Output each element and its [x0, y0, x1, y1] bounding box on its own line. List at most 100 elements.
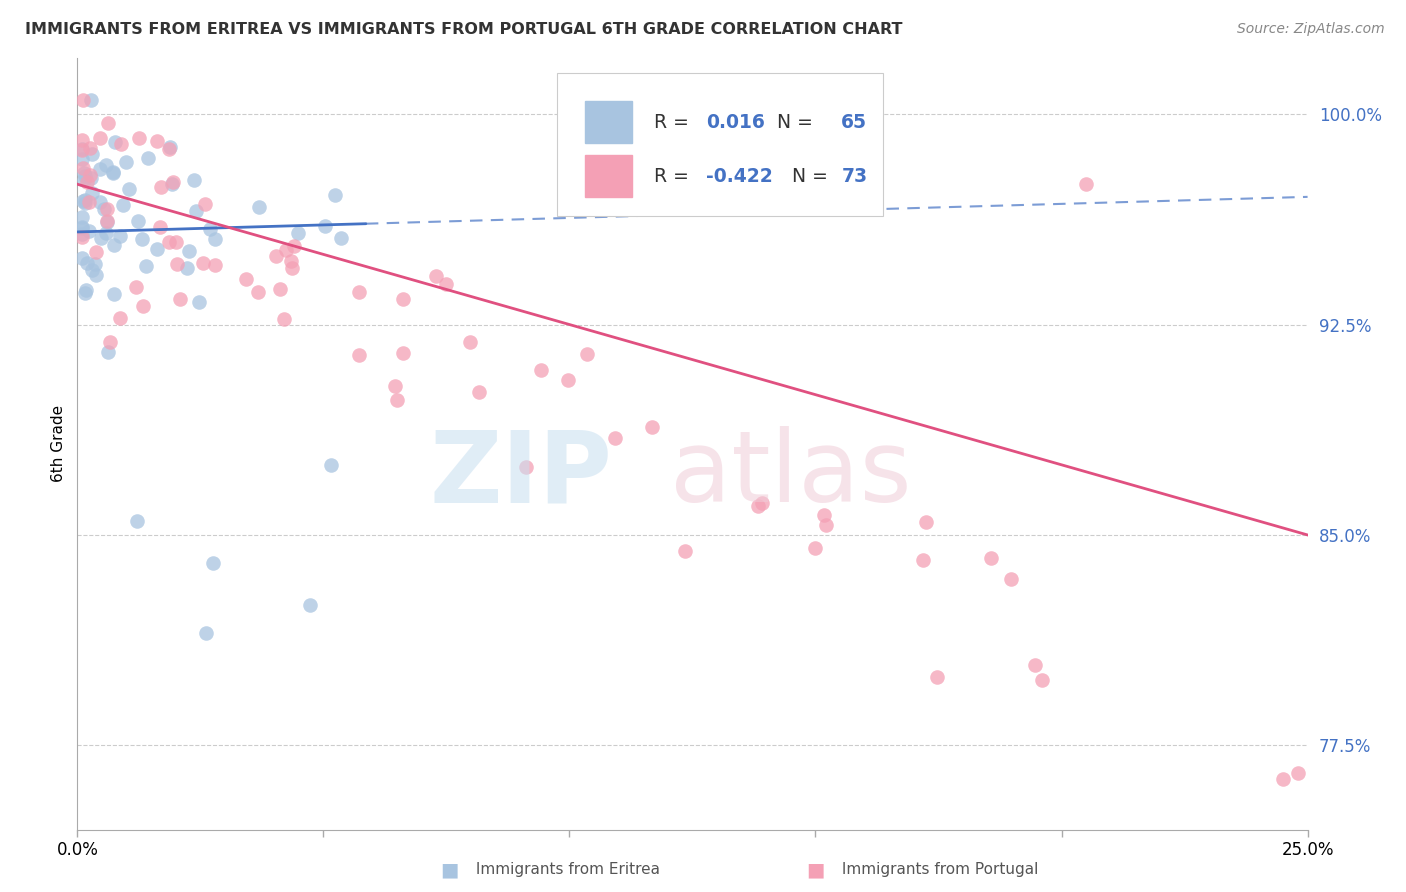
- Point: [169, 292, 191, 306]
- Text: ZIP: ZIP: [430, 426, 613, 523]
- Point: [73, 173, 96, 187]
- Point: [80, 263, 103, 277]
- Point: [70, 133, 93, 147]
- Point: [114, 155, 136, 169]
- Point: [914, 515, 936, 529]
- Point: [89, 161, 111, 176]
- Text: 0.016: 0.016: [706, 112, 765, 131]
- Point: [76, 175, 98, 189]
- Point: [70, 153, 93, 167]
- Point: [162, 175, 184, 189]
- Point: [187, 295, 209, 310]
- Point: [515, 460, 537, 475]
- Point: [70, 210, 93, 224]
- Point: [70, 219, 93, 234]
- Point: [815, 518, 838, 533]
- Point: [70, 227, 93, 241]
- Point: [194, 197, 217, 211]
- Point: [103, 136, 125, 150]
- Point: [72, 142, 94, 156]
- Point: [330, 231, 353, 245]
- Point: [96, 226, 118, 240]
- Point: [204, 232, 226, 246]
- Point: [384, 379, 406, 393]
- Point: [425, 268, 447, 283]
- Point: [110, 137, 132, 152]
- Point: [1031, 673, 1053, 687]
- Point: [97, 345, 120, 359]
- Point: [145, 243, 167, 257]
- Point: [96, 202, 118, 217]
- Point: [73, 166, 96, 180]
- Point: [125, 514, 148, 528]
- Point: [247, 285, 270, 300]
- Point: [391, 346, 413, 360]
- Point: [103, 166, 125, 180]
- Point: [319, 458, 342, 472]
- Point: [75, 194, 97, 208]
- Point: [84, 268, 107, 282]
- Point: [183, 173, 205, 187]
- Point: [247, 200, 270, 214]
- Point: [184, 204, 207, 219]
- Point: [813, 508, 835, 522]
- Point: [79, 195, 101, 210]
- Point: [84, 257, 107, 271]
- Point: [557, 373, 579, 387]
- Point: [927, 670, 949, 684]
- Point: [127, 214, 149, 228]
- Point: [201, 556, 224, 570]
- Point: [177, 244, 200, 259]
- Point: [166, 257, 188, 271]
- Point: [176, 260, 198, 275]
- Point: [72, 93, 94, 107]
- Point: [287, 226, 309, 240]
- Text: ■: ■: [806, 860, 825, 880]
- Point: [98, 335, 121, 350]
- Text: 65: 65: [841, 112, 868, 131]
- Point: [165, 235, 187, 249]
- Point: [108, 229, 131, 244]
- Point: [86, 245, 108, 260]
- Point: [323, 188, 346, 202]
- Point: [603, 431, 626, 445]
- Point: [264, 249, 287, 263]
- Point: [118, 181, 141, 195]
- Point: [79, 141, 101, 155]
- Point: [73, 286, 96, 301]
- Text: atlas: atlas: [671, 426, 911, 523]
- Point: [347, 348, 370, 362]
- Point: [80, 170, 103, 185]
- Point: [70, 230, 93, 244]
- Point: [124, 279, 146, 293]
- Point: [108, 310, 131, 325]
- Text: N =: N =: [765, 112, 818, 131]
- Point: [90, 231, 112, 245]
- Point: [128, 131, 150, 145]
- Point: [135, 259, 157, 273]
- Point: [299, 598, 322, 612]
- Point: [576, 346, 599, 360]
- Text: R =: R =: [654, 167, 695, 186]
- Text: ■: ■: [440, 860, 460, 880]
- Point: [72, 161, 94, 176]
- Text: IMMIGRANTS FROM ERITREA VS IMMIGRANTS FROM PORTUGAL 6TH GRADE CORRELATION CHART: IMMIGRANTS FROM ERITREA VS IMMIGRANTS FR…: [25, 22, 903, 37]
- Point: [70, 221, 93, 235]
- Point: [273, 311, 295, 326]
- Point: [93, 202, 115, 216]
- Point: [641, 420, 664, 434]
- Point: [274, 243, 297, 257]
- Text: Immigrants from Eritrea: Immigrants from Eritrea: [471, 863, 659, 877]
- Point: [157, 235, 180, 249]
- Text: R =: R =: [654, 112, 695, 131]
- Point: [347, 285, 370, 299]
- Point: [136, 151, 159, 165]
- Point: [79, 168, 101, 182]
- Point: [96, 213, 118, 227]
- Point: [747, 499, 769, 513]
- Point: [89, 194, 111, 209]
- Point: [111, 198, 134, 212]
- Point: [160, 177, 183, 191]
- Point: [391, 292, 413, 306]
- Point: [94, 158, 117, 172]
